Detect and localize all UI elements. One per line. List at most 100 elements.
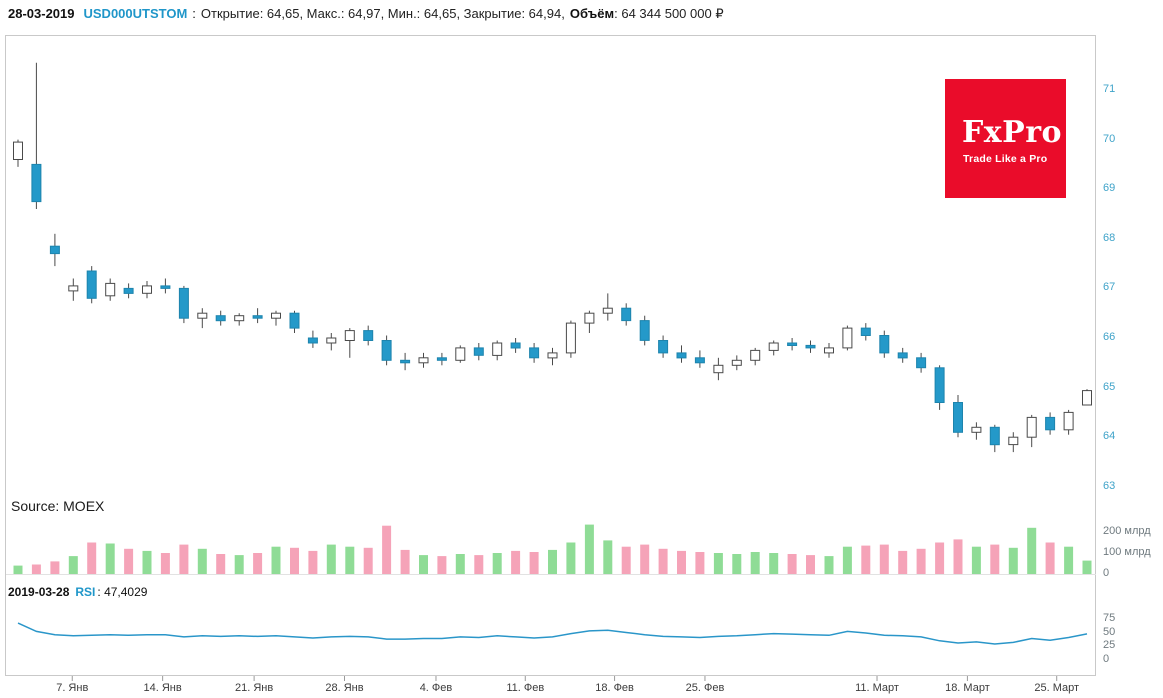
candle-body[interactable]	[123, 287, 134, 294]
volume-bar[interactable]	[695, 552, 705, 574]
candle-body[interactable]	[363, 330, 374, 342]
candle-body[interactable]	[529, 347, 540, 359]
candle-body[interactable]	[658, 340, 669, 354]
candle-body[interactable]	[584, 312, 595, 324]
candle-body[interactable]	[86, 270, 97, 299]
volume-bar[interactable]	[160, 553, 170, 574]
volume-bar[interactable]	[105, 543, 115, 575]
volume-bar[interactable]	[326, 544, 336, 574]
volume-bar[interactable]	[658, 548, 668, 574]
volume-bar[interactable]	[179, 544, 189, 574]
volume-bar[interactable]	[1082, 560, 1092, 574]
volume-bar[interactable]	[142, 550, 152, 574]
candle-body[interactable]	[547, 352, 558, 359]
candle-body[interactable]	[676, 352, 687, 359]
volume-bar[interactable]	[455, 554, 465, 574]
candle-body[interactable]	[105, 282, 116, 297]
volume-bar[interactable]	[492, 553, 502, 574]
volume-bar[interactable]	[842, 546, 852, 574]
candle-body[interactable]	[400, 359, 411, 364]
candle-body[interactable]	[381, 340, 392, 361]
volume-bar[interactable]	[511, 550, 521, 574]
volume-bar[interactable]	[953, 539, 963, 574]
candle-body[interactable]	[49, 245, 60, 255]
volume-bar[interactable]	[363, 547, 373, 575]
candle-body[interactable]	[989, 426, 1000, 446]
candle-body[interactable]	[953, 402, 963, 433]
candle-body[interactable]	[492, 342, 503, 356]
volume-bar[interactable]	[234, 555, 244, 574]
volume-bar[interactable]	[584, 524, 594, 574]
volume-bar[interactable]	[50, 561, 60, 574]
volume-bar[interactable]	[13, 565, 23, 574]
candle-body[interactable]	[510, 342, 521, 349]
header-symbol[interactable]: USD000UTSTOM	[83, 6, 188, 21]
volume-bar[interactable]	[621, 546, 631, 574]
candle-body[interactable]	[13, 141, 23, 161]
candle-body[interactable]	[860, 327, 871, 337]
volume-bar[interactable]	[713, 553, 723, 574]
volume-bar[interactable]	[769, 553, 779, 574]
volume-bar[interactable]	[68, 556, 78, 574]
candle-body[interactable]	[344, 330, 355, 342]
candle-body[interactable]	[418, 357, 429, 364]
candle-body[interactable]	[289, 312, 300, 329]
volume-bar[interactable]	[677, 550, 686, 574]
volume-bar[interactable]	[898, 550, 908, 574]
candle-body[interactable]	[436, 357, 447, 361]
candle-body[interactable]	[1026, 416, 1037, 438]
volume-bar[interactable]	[566, 542, 576, 575]
volume-bar[interactable]	[750, 552, 760, 574]
candle-body[interactable]	[787, 342, 798, 346]
volume-bar[interactable]	[935, 542, 945, 575]
volume-bar[interactable]	[308, 550, 318, 574]
volume-bar[interactable]	[253, 553, 263, 574]
candle-body[interactable]	[1045, 416, 1056, 431]
candle-body[interactable]	[731, 359, 742, 366]
candle-body[interactable]	[842, 327, 853, 349]
volume-bar[interactable]	[1064, 546, 1074, 574]
volume-bar[interactable]	[419, 555, 428, 574]
candle-body[interactable]	[602, 307, 613, 314]
candle-body[interactable]	[639, 320, 650, 341]
volume-bar[interactable]	[990, 544, 1000, 574]
volume-bar[interactable]	[290, 547, 299, 575]
candle-body[interactable]	[178, 287, 189, 319]
volume-bar[interactable]	[529, 552, 539, 574]
candle-body[interactable]	[768, 342, 779, 351]
candle-body[interactable]	[215, 315, 226, 322]
candle-body[interactable]	[68, 285, 79, 292]
volume-bar[interactable]	[879, 544, 889, 574]
candle-body[interactable]	[916, 357, 927, 369]
volume-bar[interactable]	[124, 548, 134, 574]
candle-body[interactable]	[307, 337, 318, 344]
candle-body[interactable]	[1063, 411, 1074, 431]
volume-bar[interactable]	[971, 546, 981, 574]
candle-body[interactable]	[897, 352, 908, 359]
candle-body[interactable]	[326, 337, 337, 344]
volume-bar[interactable]	[216, 554, 226, 574]
volume-bar[interactable]	[271, 546, 281, 574]
volume-bar[interactable]	[1008, 547, 1018, 575]
volume-bar[interactable]	[197, 548, 207, 574]
candle-body[interactable]	[160, 285, 171, 289]
volume-bar[interactable]	[400, 549, 410, 574]
candle-body[interactable]	[252, 315, 263, 319]
candle-body[interactable]	[824, 347, 834, 354]
candle-body[interactable]	[879, 335, 890, 354]
volume-bar[interactable]	[916, 548, 926, 574]
candle-body[interactable]	[234, 315, 245, 322]
candle-body[interactable]	[455, 347, 466, 361]
candle-body[interactable]	[621, 307, 632, 322]
candle-body[interactable]	[565, 322, 576, 354]
candle-body[interactable]	[1082, 390, 1092, 406]
volume-bar[interactable]	[1027, 527, 1037, 574]
volume-bar[interactable]	[787, 554, 797, 574]
candle-body[interactable]	[713, 364, 724, 374]
volume-bar[interactable]	[603, 540, 613, 574]
candle-body[interactable]	[971, 426, 982, 433]
volume-bar[interactable]	[382, 525, 392, 574]
volume-bar[interactable]	[1045, 542, 1055, 575]
candle-body[interactable]	[694, 357, 705, 364]
